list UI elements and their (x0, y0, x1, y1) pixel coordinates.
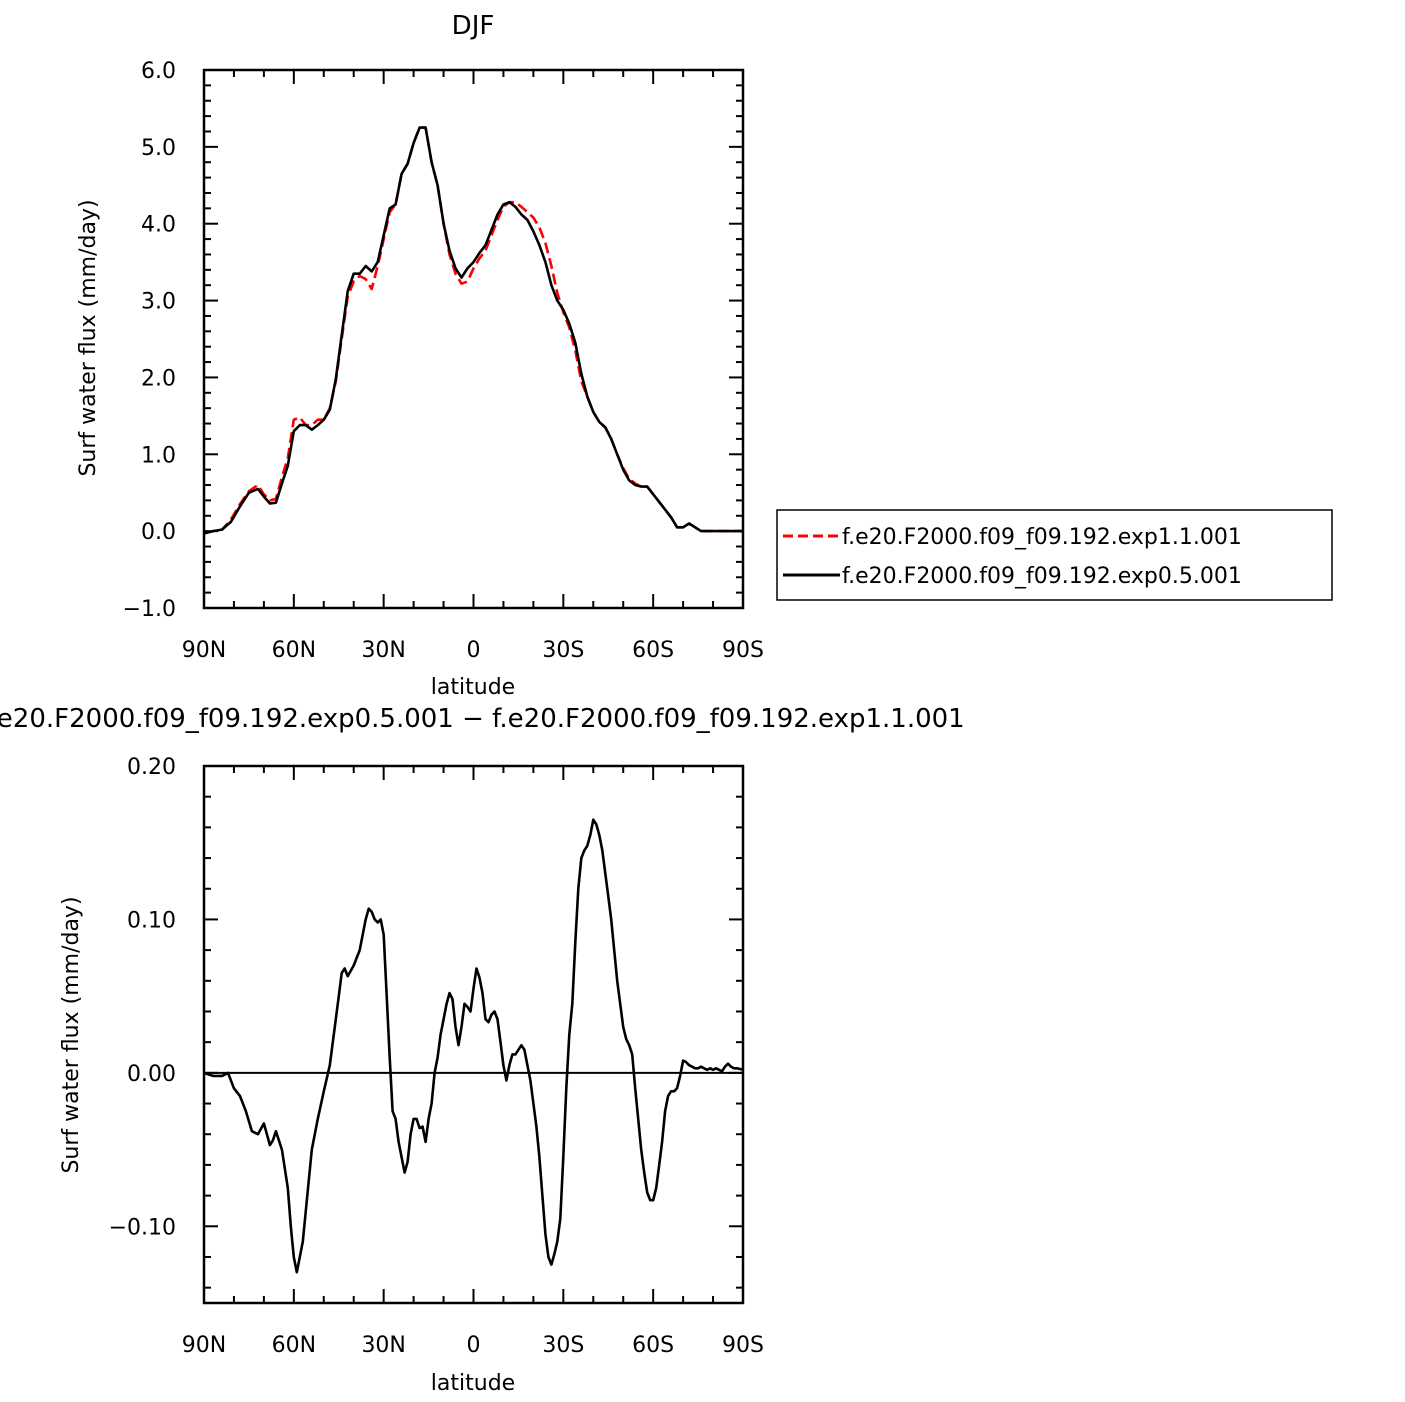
x-tick-label: 90N (182, 1333, 226, 1358)
y-tick-label: 4.0 (141, 213, 176, 238)
y-tick-label: 6.0 (141, 59, 176, 84)
x-tick-label: 60S (632, 638, 674, 663)
y-tick-label: 5.0 (141, 136, 176, 161)
bottom-chart-title: f.e20.F2000.f09_f09.192.exp0.5.001 − f.e… (0, 704, 965, 734)
y-tick-label: 0.10 (127, 908, 176, 933)
top-x-axis-label: latitude (431, 675, 515, 700)
legend-label-exp1: f.e20.F2000.f09_f09.192.exp1.1.001 (842, 525, 1242, 550)
bottom-x-axis-label: latitude (431, 1371, 515, 1396)
y-tick-label: 0.0 (141, 520, 176, 545)
y-tick-label: −1.0 (123, 597, 176, 622)
bottom-y-axis-label: Surf water flux (mm/day) (59, 896, 84, 1173)
x-tick-label: 60N (272, 638, 316, 663)
legend-box (776, 509, 1333, 601)
series-line (203, 818, 744, 1274)
plot-frame (202, 764, 745, 1305)
x-tick-label: 30S (542, 1333, 584, 1358)
x-tick-label: 90N (182, 638, 226, 663)
top-chart-title: DJF (452, 11, 495, 41)
x-tick-label: 90S (722, 638, 764, 663)
series-line (203, 126, 743, 535)
x-tick-label: 90S (722, 1333, 764, 1358)
y-tick-label: −0.10 (109, 1215, 176, 1240)
y-tick-label: 3.0 (141, 290, 176, 315)
top-panel: DJF Surf water flux (mm/day) latitude −1… (76, 11, 764, 700)
x-tick-label: 30N (361, 1333, 405, 1358)
x-tick-label: 60S (632, 1333, 674, 1358)
x-tick-label: 30S (542, 638, 584, 663)
y-tick-label: 1.0 (141, 443, 176, 468)
x-tick-label: 30N (361, 638, 405, 663)
x-tick-label: 0 (467, 638, 481, 663)
x-tick-label: 0 (467, 1333, 481, 1358)
legend-label-exp05: f.e20.F2000.f09_f09.192.exp0.5.001 (842, 564, 1242, 589)
y-tick-label: 2.0 (141, 366, 176, 391)
series-line (203, 126, 743, 535)
plot-frame (202, 68, 745, 610)
bottom-panel: f.e20.F2000.f09_f09.192.exp0.5.001 − f.e… (0, 704, 965, 1396)
y-tick-label: 0.20 (127, 755, 176, 780)
y-tick-label: 0.00 (127, 1062, 176, 1087)
legend: f.e20.F2000.f09_f09.192.exp1.1.001 f.e20… (776, 509, 1333, 601)
top-y-axis-label: Surf water flux (mm/day) (76, 199, 101, 476)
x-tick-label: 60N (272, 1333, 316, 1358)
